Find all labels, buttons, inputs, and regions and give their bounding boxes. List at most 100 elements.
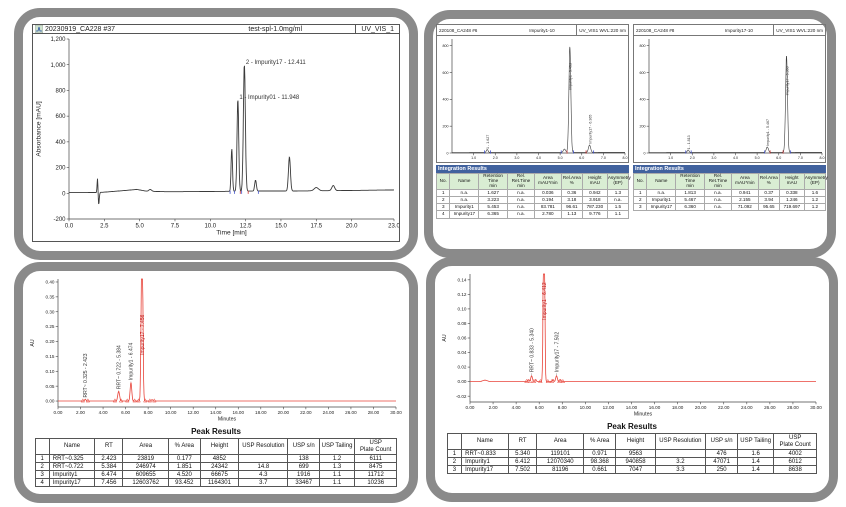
cell (654, 449, 706, 459)
cell: 4 (34, 478, 50, 488)
cell: 3.7 (238, 478, 289, 488)
column-header: Retention Time min (478, 173, 509, 190)
svg-text:AU: AU (442, 334, 448, 341)
table-row: 1 n.a. 1.813 n.a. 0.941 0.37 0.338 1.6 (632, 188, 827, 198)
cell: 14.8 (238, 462, 289, 472)
cell: 1.4 (737, 465, 775, 475)
svg-text:20.0: 20.0 (346, 223, 358, 229)
column-header: USP s/n (287, 437, 320, 456)
svg-text:200: 200 (443, 124, 449, 128)
cell: 0.036 (533, 188, 562, 198)
svg-text:2.00: 2.00 (76, 410, 85, 415)
cell: 2 (632, 196, 648, 205)
svg-text:30.00: 30.00 (390, 410, 402, 415)
svg-text:6.0: 6.0 (579, 156, 584, 160)
table-row: 1 RRT~0.833 5.340 119101 0.971 9563 476 1.6 4002 (446, 449, 818, 459)
cell: 1.3 (318, 462, 356, 472)
svg-text:Impurity1 - 5.453: Impurity1 - 5.453 (569, 63, 573, 90)
cell: 6111 (354, 454, 398, 464)
cell: 1 (632, 188, 648, 198)
cell: 1.3 (606, 188, 630, 198)
column-header: USP Tailing (318, 437, 356, 456)
cell: 3.2 (654, 457, 706, 467)
cell: 33467 (287, 478, 320, 488)
cell: 95.65 (757, 203, 780, 212)
cell: 246974 (122, 462, 170, 472)
cell: 3.3 (654, 465, 706, 475)
cell: 2.780 (533, 210, 562, 219)
peak-results-block-bl: Peak Results Name RT Area% Area Height USP R… (31, 427, 401, 488)
cell: 250 (704, 465, 739, 475)
table-row: 2 Impurity1 6.412 12070340 98.368 940858 3.2 47… (446, 457, 818, 467)
cell: n.a. (449, 188, 480, 198)
svg-text:12.00: 12.00 (187, 410, 199, 415)
cell: 3.94 (757, 196, 780, 205)
svg-text:800: 800 (640, 44, 646, 48)
svg-text:0.14: 0.14 (458, 277, 467, 282)
column-header (446, 432, 463, 451)
cell: 1.2 (803, 196, 827, 205)
svg-text:2.0: 2.0 (690, 156, 695, 160)
chromatogram-plot-b: 1.0 2.0 3.0 4.0 5.0 6.0 7.0 8.0 0 200 400 600 800 1 -… (633, 36, 826, 163)
svg-text:26.00: 26.00 (345, 410, 357, 415)
table-row: 2 RRT~0.722 5.384 246974 1.851 24342 14.8 699 1.… (34, 462, 398, 472)
cell: 9563 (615, 449, 656, 459)
column-header (34, 437, 50, 456)
svg-text:7.0: 7.0 (798, 156, 803, 160)
panel-bottom-right: 0.00 2.00 4.00 6.00 8.00 10.00 12.00 14.00 16.00… (426, 257, 838, 502)
svg-text:0.00: 0.00 (466, 405, 475, 410)
cell: 2 (435, 196, 451, 205)
svg-text:-200: -200 (53, 217, 66, 223)
header-left-tl: 20230919_CA228 #37 (33, 24, 195, 34)
chromatogram-icon (34, 24, 44, 34)
cell: 12070340 (536, 457, 585, 467)
svg-text:18.00: 18.00 (672, 405, 684, 410)
svg-text:5.0: 5.0 (755, 156, 760, 160)
svg-text:1 - 1.627: 1 - 1.627 (486, 135, 490, 149)
svg-text:14.00: 14.00 (626, 405, 638, 410)
cell: Impurity1 (461, 457, 509, 467)
sample-name: test-spl-1.0mg/ml (248, 25, 303, 33)
channel-name-a: UV_VIS1 WVL:220 nm (576, 25, 628, 35)
cell: 0.941 (730, 188, 759, 198)
chromatogram-header-tl: 20230919_CA228 #37 test-spl-1.0mg/ml UV_… (33, 24, 399, 34)
cell: 1.851 (168, 462, 201, 472)
svg-text:30.00: 30.00 (810, 405, 822, 410)
table-row: 3 Impurity1 6.474 609655 4.520 66675 4.3 1916 1.… (34, 470, 398, 480)
svg-text:0.25: 0.25 (46, 324, 55, 329)
svg-text:5.0: 5.0 (558, 156, 563, 160)
integration-results-container-b: No. Name Retention Time min Rel. Ret.Time min… (632, 173, 828, 212)
svg-text:Impurity17 - 6.360: Impurity17 - 6.360 (785, 66, 789, 95)
column-header: USP Resolution (654, 432, 706, 451)
svg-text:3.0: 3.0 (711, 156, 716, 160)
cell: 1.6 (737, 449, 775, 459)
svg-text:23.0: 23.0 (388, 223, 399, 229)
column-header: USP Plate Count (773, 432, 818, 451)
svg-text:26.00: 26.00 (764, 405, 776, 410)
cell: 0.194 (533, 196, 562, 205)
svg-text:15.0: 15.0 (275, 223, 287, 229)
svg-text:22.00: 22.00 (718, 405, 730, 410)
peak-results-container-br: Name RT Area% Area Height USP Resolution USP … (443, 432, 821, 475)
cell: 1.2 (318, 454, 356, 464)
cell: 96.61 (560, 203, 583, 212)
column-header: % Area (168, 437, 201, 456)
cell: 1.2 (803, 203, 827, 212)
cell: 6.412 (507, 457, 538, 467)
column-header: Name (646, 173, 677, 190)
cell: 1.6 (803, 188, 827, 198)
column-header: USP Tailing (737, 432, 775, 451)
cell: 9.776 (581, 210, 608, 219)
cell: 1.1 (606, 210, 630, 219)
cell: 1 (34, 454, 50, 464)
cell: n.a. (704, 196, 732, 205)
svg-text:1,000: 1,000 (50, 63, 66, 69)
svg-text:Impurity1 - 6.412: Impurity1 - 6.412 (542, 282, 548, 320)
svg-text:400: 400 (55, 140, 66, 146)
svg-text:200: 200 (640, 124, 646, 128)
cell: 71.092 (730, 203, 759, 212)
cell: n.a. (507, 203, 535, 212)
svg-text:2.0: 2.0 (493, 156, 498, 160)
cell: Impurity1 (449, 203, 480, 212)
chromatogram-plot-tl: 0.0 2.5 5.0 7.5 10.0 12.5 15.0 17.5 20.0 23.0 -200… (33, 34, 401, 241)
